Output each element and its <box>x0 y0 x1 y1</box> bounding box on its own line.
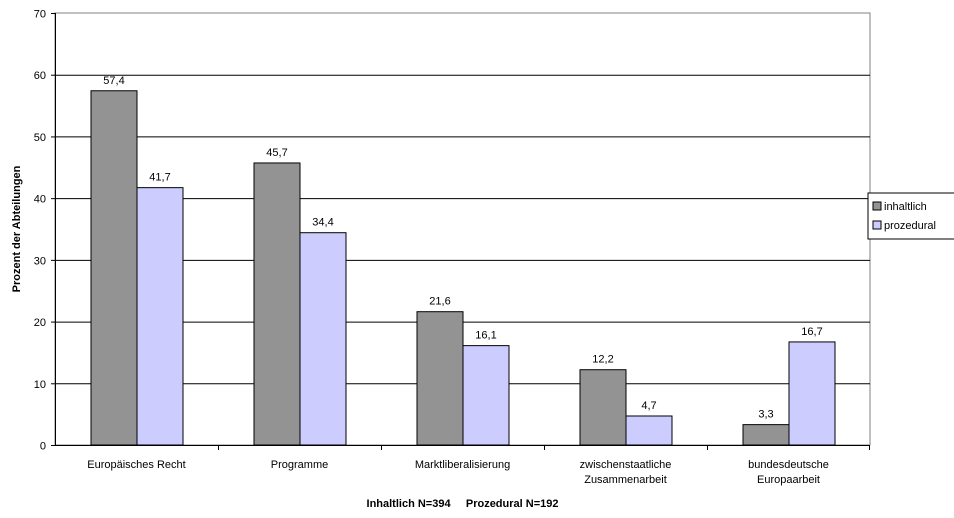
bar-prozedural <box>788 341 836 446</box>
data-label: 16,1 <box>475 330 496 342</box>
bar-prozedural <box>462 345 510 446</box>
bar-inhaltlich <box>579 369 627 446</box>
data-label: 41,7 <box>149 172 170 184</box>
bar-prozedural <box>136 187 184 446</box>
bar-prozedural <box>625 415 673 446</box>
data-label: 12,2 <box>592 354 613 366</box>
data-label: 21,6 <box>429 296 450 308</box>
x-axis-title: Inhaltlich N=394 Prozedural N=192 <box>367 498 559 510</box>
x-category-label: Marktliberalisierung <box>415 459 510 471</box>
data-label: 57,4 <box>103 75 124 87</box>
y-tick-label: 20 <box>34 317 46 329</box>
legend-box <box>867 192 954 240</box>
x-category-label: bundesdeutsche <box>748 459 829 471</box>
y-tick-label: 50 <box>34 132 46 144</box>
y-tick-label: 10 <box>34 379 46 391</box>
legend-label: inhaltlich <box>884 201 927 213</box>
legend-swatch-prozedural <box>872 220 882 230</box>
bar-inhaltlich <box>90 90 138 446</box>
y-tick-label: 0 <box>40 441 46 453</box>
bar-inhaltlich <box>253 162 301 446</box>
y-tick-label: 60 <box>34 70 46 82</box>
x-category-label: Europäisches Recht <box>87 459 185 471</box>
y-tick-label: 30 <box>34 255 46 267</box>
legend-swatch-inhaltlich <box>872 201 882 211</box>
y-tick-label: 70 <box>34 9 46 21</box>
x-category-label: Programme <box>271 459 328 471</box>
bar-prozedural <box>299 232 347 446</box>
x-category-label: zwischenstaatliche <box>580 459 672 471</box>
y-tick-label: 40 <box>34 194 46 206</box>
data-label: 34,4 <box>312 217 333 229</box>
bar-inhaltlich <box>416 311 464 446</box>
x-category-label: Zusammenarbeit <box>584 474 667 486</box>
data-label: 45,7 <box>266 147 287 159</box>
data-label: 3,3 <box>758 409 773 421</box>
legend-label: prozedural <box>884 220 936 232</box>
data-label: 4,7 <box>641 400 656 412</box>
x-category-label: Europaarbeit <box>757 474 820 486</box>
y-axis-title: Prozent der Abteilungen <box>11 165 23 292</box>
bar-inhaltlich <box>742 424 790 446</box>
data-label: 16,7 <box>801 326 822 338</box>
